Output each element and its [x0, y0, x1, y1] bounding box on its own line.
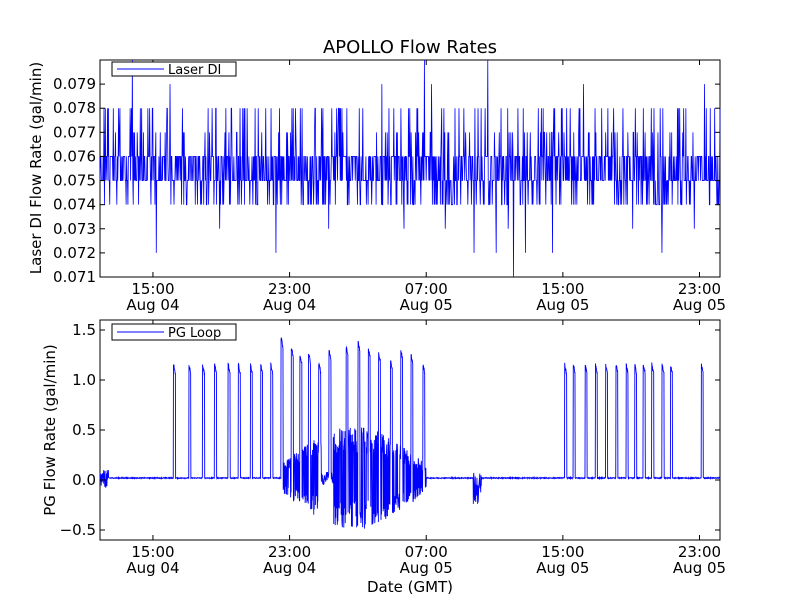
pg-loop-legend-label: PG Loop — [168, 326, 221, 341]
laser-di-y-tick-label: 0.079 — [53, 75, 96, 93]
laser-di-y-tick-label: 0.071 — [53, 268, 96, 286]
laser-di-x-tick-date: Aug 05 — [400, 296, 453, 314]
pg-loop-legend: PG Loop — [111, 323, 237, 341]
pg-loop-x-tick-date: Aug 04 — [263, 559, 316, 577]
pg-loop-y-tick-label: 0.5 — [72, 421, 96, 439]
laser-di-y-tick-label: 0.073 — [53, 220, 96, 238]
laser-di-y-tick-label: 0.078 — [53, 99, 96, 117]
x-axis-label: Date (GMT) — [367, 578, 453, 596]
laser-di-y-tick-label: 0.074 — [53, 196, 96, 214]
pg-loop-x-tick-time: 07:00 — [405, 543, 448, 561]
pg-loop-y-tick-label: 0.0 — [72, 471, 96, 489]
pg-loop-x-tick-date: Aug 05 — [673, 559, 726, 577]
laser-di-legend: Laser DI — [111, 61, 237, 78]
pg-loop-y-tick-label: 1.0 — [72, 371, 96, 389]
laser-di-x-tick-date: Aug 04 — [263, 296, 316, 314]
laser-di-y-axis-label: Laser DI Flow Rate (gal/min) — [27, 62, 45, 274]
pg-loop-x-tick-time: 23:00 — [268, 543, 311, 561]
laser-di-y-tick-label: 0.072 — [53, 244, 96, 262]
figure-title: APOLLO Flow Rates — [323, 37, 497, 58]
laser-di-y-tick-label: 0.075 — [53, 172, 96, 190]
pg-loop-x-tick-time: 23:00 — [678, 543, 721, 561]
laser-di-series-line — [99, 59, 721, 278]
laser-di-x-tick-time: 15:00 — [131, 280, 174, 298]
pg-loop-y-tick-label: 1.5 — [72, 321, 96, 339]
pg-loop-x-tick-time: 15:00 — [131, 543, 174, 561]
laser-di-y-tick-label: 0.076 — [53, 147, 96, 165]
laser-di-x-tick-time: 23:00 — [268, 280, 311, 298]
laser-di-x-tick-time: 23:00 — [678, 280, 721, 298]
pg-loop-series-line — [99, 337, 721, 529]
laser-di-y-tick-label: 0.077 — [53, 123, 96, 141]
pg-loop-y-tick-label: −0.5 — [60, 521, 96, 539]
pg-loop-y-axis-label: PG Flow Rate (gal/min) — [41, 344, 59, 516]
laser-di-x-tick-time: 15:00 — [541, 280, 584, 298]
pg-loop-plot-frame — [99, 319, 721, 541]
laser-di-x-tick-time: 07:00 — [405, 280, 448, 298]
laser-di-x-tick-date: Aug 05 — [673, 296, 726, 314]
laser-di-x-tick-date: Aug 05 — [536, 296, 589, 314]
pg-loop-x-tick-date: Aug 04 — [126, 559, 179, 577]
laser-di-x-tick-date: Aug 04 — [126, 296, 179, 314]
pg-loop-x-tick-date: Aug 05 — [400, 559, 453, 577]
pg-loop-x-tick-date: Aug 05 — [536, 559, 589, 577]
pg-loop-x-tick-time: 15:00 — [541, 543, 584, 561]
laser-di-legend-label: Laser DI — [168, 63, 221, 78]
